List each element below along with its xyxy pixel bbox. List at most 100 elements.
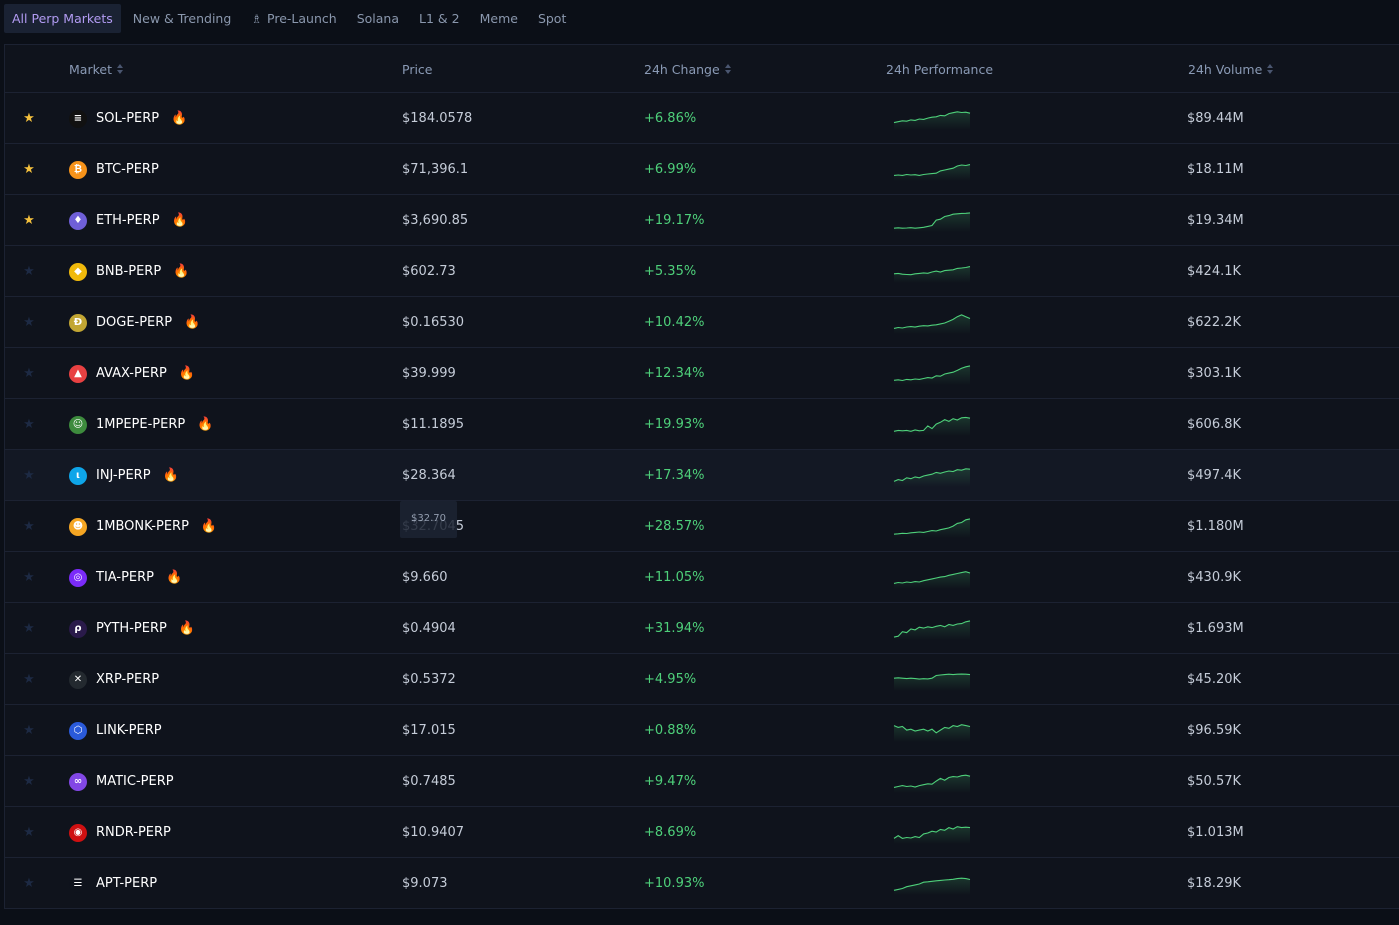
favorite-star-icon[interactable]: ★ (23, 315, 35, 330)
favorite-star-icon[interactable]: ★ (23, 366, 35, 381)
table-row[interactable]: ★ ₿ BTC-PERP $71,396.1 +6.99% $18.11M (5, 144, 1399, 195)
favorite-star-icon[interactable]: ★ (23, 876, 35, 891)
volume-value: $45.20K (1187, 672, 1242, 687)
avalanche-icon: ▲ (69, 364, 87, 383)
polygon-icon: ∞ (69, 772, 87, 791)
volume-value: $1.180M (1187, 519, 1244, 534)
volume-value: $19.34M (1187, 213, 1244, 228)
market-symbol: RNDR-PERP (96, 825, 171, 840)
tab-new-trending[interactable]: New & Trending (123, 4, 242, 33)
favorite-star-icon[interactable]: ★ (23, 111, 35, 126)
fire-icon: 🔥 (171, 111, 188, 126)
column-market-label: Market (69, 61, 112, 77)
table-row[interactable]: ★ ⬡ LINK-PERP $17.015 +0.88% $96.59K (5, 705, 1399, 756)
table-row[interactable]: ★ ∞ MATIC-PERP $0.7485 +9.47% $50.57K (5, 756, 1399, 807)
sparkline-line (893, 774, 971, 788)
column-price-label: Price (402, 61, 433, 77)
performance-sparkline (890, 450, 974, 501)
column-change[interactable]: 24h Change (644, 45, 731, 93)
favorite-star-icon[interactable]: ★ (23, 264, 35, 279)
fire-icon: 🔥 (200, 519, 218, 534)
price-tooltip: $32.70 (400, 501, 457, 538)
table-row[interactable]: ★ ◎ TIA-PERP 🔥 $9.660 +11.05% $430.9K (5, 552, 1399, 603)
sparkline-chart (893, 211, 971, 232)
table-row[interactable]: ★ ☺ 1MPEPE-PERP 🔥 $11.1895 +19.93% $606.… (5, 399, 1399, 450)
bitcoin-icon: ₿ (69, 160, 87, 179)
tab-l1-2[interactable]: L1 & 2 (409, 4, 470, 33)
tab-spot[interactable]: Spot (528, 4, 576, 33)
performance-sparkline (890, 195, 974, 246)
change-value: +31.94% (644, 621, 705, 636)
favorite-star-icon[interactable]: ★ (23, 213, 35, 228)
change-value: +5.35% (644, 264, 697, 279)
sparkline-area (894, 571, 970, 589)
change-value: +19.93% (644, 417, 705, 432)
tab-label: Pre-Launch (267, 11, 337, 26)
table-row[interactable]: ★ ☻ 1MBONK-PERP 🔥 $32.7045 +28.57% $1.18… (5, 501, 1399, 552)
table-row[interactable]: ★ ◆ BNB-PERP 🔥 $602.73 +5.35% $424.1K (5, 246, 1399, 297)
favorite-star-icon[interactable]: ★ (23, 825, 35, 840)
tab-label: Spot (537, 11, 567, 26)
favorite-star-icon[interactable]: ★ (23, 774, 35, 789)
performance-sparkline (890, 807, 974, 858)
sparkline-line (893, 364, 971, 381)
column-volume[interactable]: 24h Volume (1188, 45, 1274, 93)
volume-value: $303.1K (1187, 366, 1242, 381)
market-symbol: MATIC-PERP (96, 774, 174, 789)
performance-sparkline (890, 603, 974, 654)
tab-all-perp-markets[interactable]: All Perp Markets (4, 4, 121, 33)
favorite-star-icon[interactable]: ★ (23, 519, 35, 534)
market-cell: ◆ BNB-PERP 🔥 (69, 246, 189, 297)
market-symbol: ETH-PERP (96, 213, 160, 228)
fire-icon: 🔥 (184, 315, 201, 330)
price-value: $71,396.1 (402, 162, 469, 177)
table-row[interactable]: ★ ι INJ-PERP 🔥 $28.364 +17.34% $497.4K (5, 450, 1399, 501)
volume-value: $497.4K (1187, 468, 1242, 483)
tab-label: All Perp Markets (12, 11, 113, 26)
favorite-star-icon[interactable]: ★ (23, 162, 35, 177)
column-market[interactable]: Market (69, 45, 123, 93)
table-row[interactable]: ★ ☰ APT-PERP $9.073 +10.93% $18.29K (5, 858, 1399, 909)
sparkline-chart (893, 517, 971, 538)
market-cell: ∞ MATIC-PERP (69, 756, 174, 807)
table-row[interactable]: ★ ≡ SOL-PERP 🔥 $184.0578 +6.86% $89.44M (5, 93, 1399, 144)
table-header: Market Price 24h Change 24h Performance … (5, 45, 1399, 93)
favorite-star-icon[interactable]: ★ (23, 570, 35, 585)
favorite-star-icon[interactable]: ★ (23, 672, 35, 687)
favorite-star-icon[interactable]: ★ (23, 621, 35, 636)
change-value: +10.93% (644, 876, 705, 891)
favorite-star-icon[interactable]: ★ (23, 723, 35, 738)
table-row[interactable]: ★ ◉ RNDR-PERP $10.9407 +8.69% $1.013M (5, 807, 1399, 858)
sparkline-line (893, 723, 971, 733)
sparkline-area (894, 620, 970, 640)
market-symbol: LINK-PERP (96, 723, 162, 738)
tab-pre-launch[interactable]: ♗ Pre-Launch (241, 4, 346, 33)
xrp-icon: ✕ (69, 670, 87, 689)
performance-sparkline (890, 654, 974, 705)
sparkline-line (893, 877, 971, 891)
sparkline-chart (893, 265, 971, 283)
sparkline-chart (893, 163, 971, 181)
market-symbol: TIA-PERP (96, 570, 154, 585)
celestia-icon: ◎ (69, 568, 87, 587)
sparkline-area (894, 826, 970, 844)
table-row[interactable]: ★ ♦ ETH-PERP 🔥 $3,690.85 +19.17% $19.34M (5, 195, 1399, 246)
sparkline-chart (893, 416, 971, 436)
sort-icon (116, 64, 123, 74)
market-cell: ✕ XRP-PERP (69, 654, 159, 705)
favorite-star-icon[interactable]: ★ (23, 417, 35, 432)
sparkline-area (894, 468, 970, 487)
price-value: $39.999 (402, 366, 456, 381)
tab-solana[interactable]: Solana (347, 4, 409, 33)
sparkline-line (893, 825, 971, 839)
table-row[interactable]: ★ ✕ XRP-PERP $0.5372 +4.95% $45.20K (5, 654, 1399, 705)
table-row[interactable]: ★ Đ DOGE-PERP 🔥 $0.16530 +10.42% $622.2K (5, 297, 1399, 348)
tab-meme[interactable]: Meme (470, 4, 528, 33)
sparkline-line (893, 416, 971, 432)
favorite-star-icon[interactable]: ★ (23, 468, 35, 483)
table-row[interactable]: ★ ▲ AVAX-PERP 🔥 $39.999 +12.34% $303.1K (5, 348, 1399, 399)
sparkline-chart (893, 877, 971, 895)
change-value: +17.34% (644, 468, 705, 483)
change-value: +11.05% (644, 570, 705, 585)
table-row[interactable]: ★ ρ PYTH-PERP 🔥 $0.4904 +31.94% $1.693M (5, 603, 1399, 654)
